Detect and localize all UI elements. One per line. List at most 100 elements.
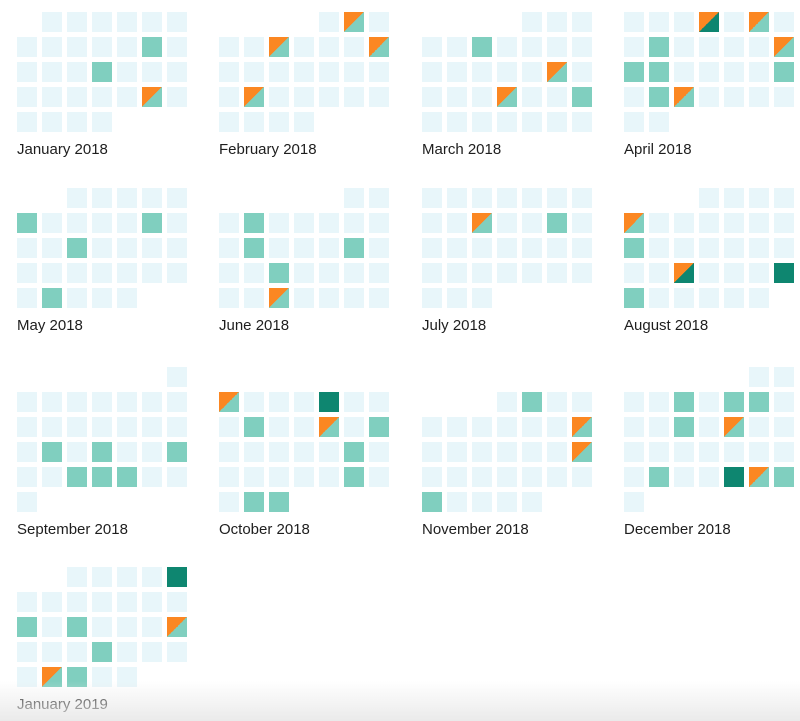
day-cell-empty [547,37,567,57]
day-cell-empty [167,62,187,82]
day-cell-empty [749,213,769,233]
day-cell-empty [17,667,37,687]
day-cell-empty [547,188,567,208]
day-cell-empty [674,62,694,82]
day-cell-empty [67,188,87,208]
day-cell-empty [219,238,239,258]
day-cell-empty [42,592,62,612]
day-cell-teal [649,62,669,82]
day-cell-empty [422,288,442,308]
day-cell-empty [472,467,492,487]
day-cell-empty [369,62,389,82]
day-cell-empty [244,467,264,487]
day-cell-teal [344,442,364,462]
day-cell-empty [142,567,162,587]
day-cell-orange-teal [749,12,769,32]
day-cell-empty [294,288,314,308]
day-cell-empty [117,188,137,208]
day-cell-teal [269,263,289,283]
day-cell-empty [17,392,37,412]
day-cell-empty [92,112,112,132]
day-cell-empty [344,392,364,412]
day-cell-empty [67,263,87,283]
day-cell-empty [699,442,719,462]
day-cell-empty [42,467,62,487]
day-cell-empty [447,37,467,57]
day-cell-teal [624,238,644,258]
day-cell-empty [724,12,744,32]
day-cell-empty [497,213,517,233]
day-cell-empty [142,467,162,487]
day-cell-teal [522,392,542,412]
day-cell-empty [369,87,389,107]
day-cell-empty [749,87,769,107]
day-cell-empty [117,592,137,612]
day-cell-empty [699,263,719,283]
day-cell-empty [749,417,769,437]
day-cell-empty [219,492,239,512]
day-cell-empty [344,288,364,308]
day-cell-empty [649,288,669,308]
day-cell-empty [117,263,137,283]
day-cell-empty [774,12,794,32]
day-cell-empty [447,442,467,462]
day-cell-empty [472,442,492,462]
day-cell-empty [167,238,187,258]
day-cell-empty [294,37,314,57]
day-cell-empty [497,417,517,437]
day-cell-empty [294,87,314,107]
day-cell-empty [369,213,389,233]
day-cell-empty [699,87,719,107]
day-cell-empty [572,263,592,283]
day-cell-teal [244,238,264,258]
day-cell-teal [344,238,364,258]
day-cell-teal [67,617,87,637]
day-cell-empty [624,37,644,57]
day-cell-empty [749,263,769,283]
day-cell-empty [674,37,694,57]
day-cell-teal [42,442,62,462]
month-label: March 2018 [422,141,502,158]
day-cell-teal [649,87,669,107]
day-cell-empty [624,442,644,462]
day-cell-empty [369,392,389,412]
day-cell-empty [422,213,442,233]
day-cell-empty [774,367,794,387]
day-cell-empty [319,37,339,57]
month-label: April 2018 [624,141,692,158]
day-cell-empty [294,417,314,437]
day-cell-empty [344,37,364,57]
day-cell-empty [699,188,719,208]
day-cell-empty [774,442,794,462]
day-cell-empty [344,213,364,233]
day-cell-orange-teal [472,213,492,233]
day-cell-empty [497,263,517,283]
day-cell-empty [472,238,492,258]
day-cell-empty [497,238,517,258]
day-cell-empty [624,467,644,487]
day-cell-empty [472,62,492,82]
day-cell-empty [42,37,62,57]
day-cell-empty [749,188,769,208]
day-cell-empty [422,467,442,487]
day-cell-empty [67,592,87,612]
day-cell-empty [497,62,517,82]
day-cell-empty [219,417,239,437]
day-cell-empty [117,392,137,412]
day-cell-empty [269,238,289,258]
day-cell-teal [142,37,162,57]
day-cell-teal [244,417,264,437]
day-cell-empty [497,442,517,462]
day-cell-empty [699,37,719,57]
day-cell-empty [447,263,467,283]
day-cell-orange-teal [344,12,364,32]
day-cell-teal [92,62,112,82]
day-cell-empty [117,62,137,82]
day-cell-orange-teal [674,87,694,107]
day-cell-empty [167,392,187,412]
day-cell-empty [219,263,239,283]
day-cell-empty [572,112,592,132]
month-label: May 2018 [17,317,83,334]
day-cell-empty [319,288,339,308]
month-label: February 2018 [219,141,317,158]
